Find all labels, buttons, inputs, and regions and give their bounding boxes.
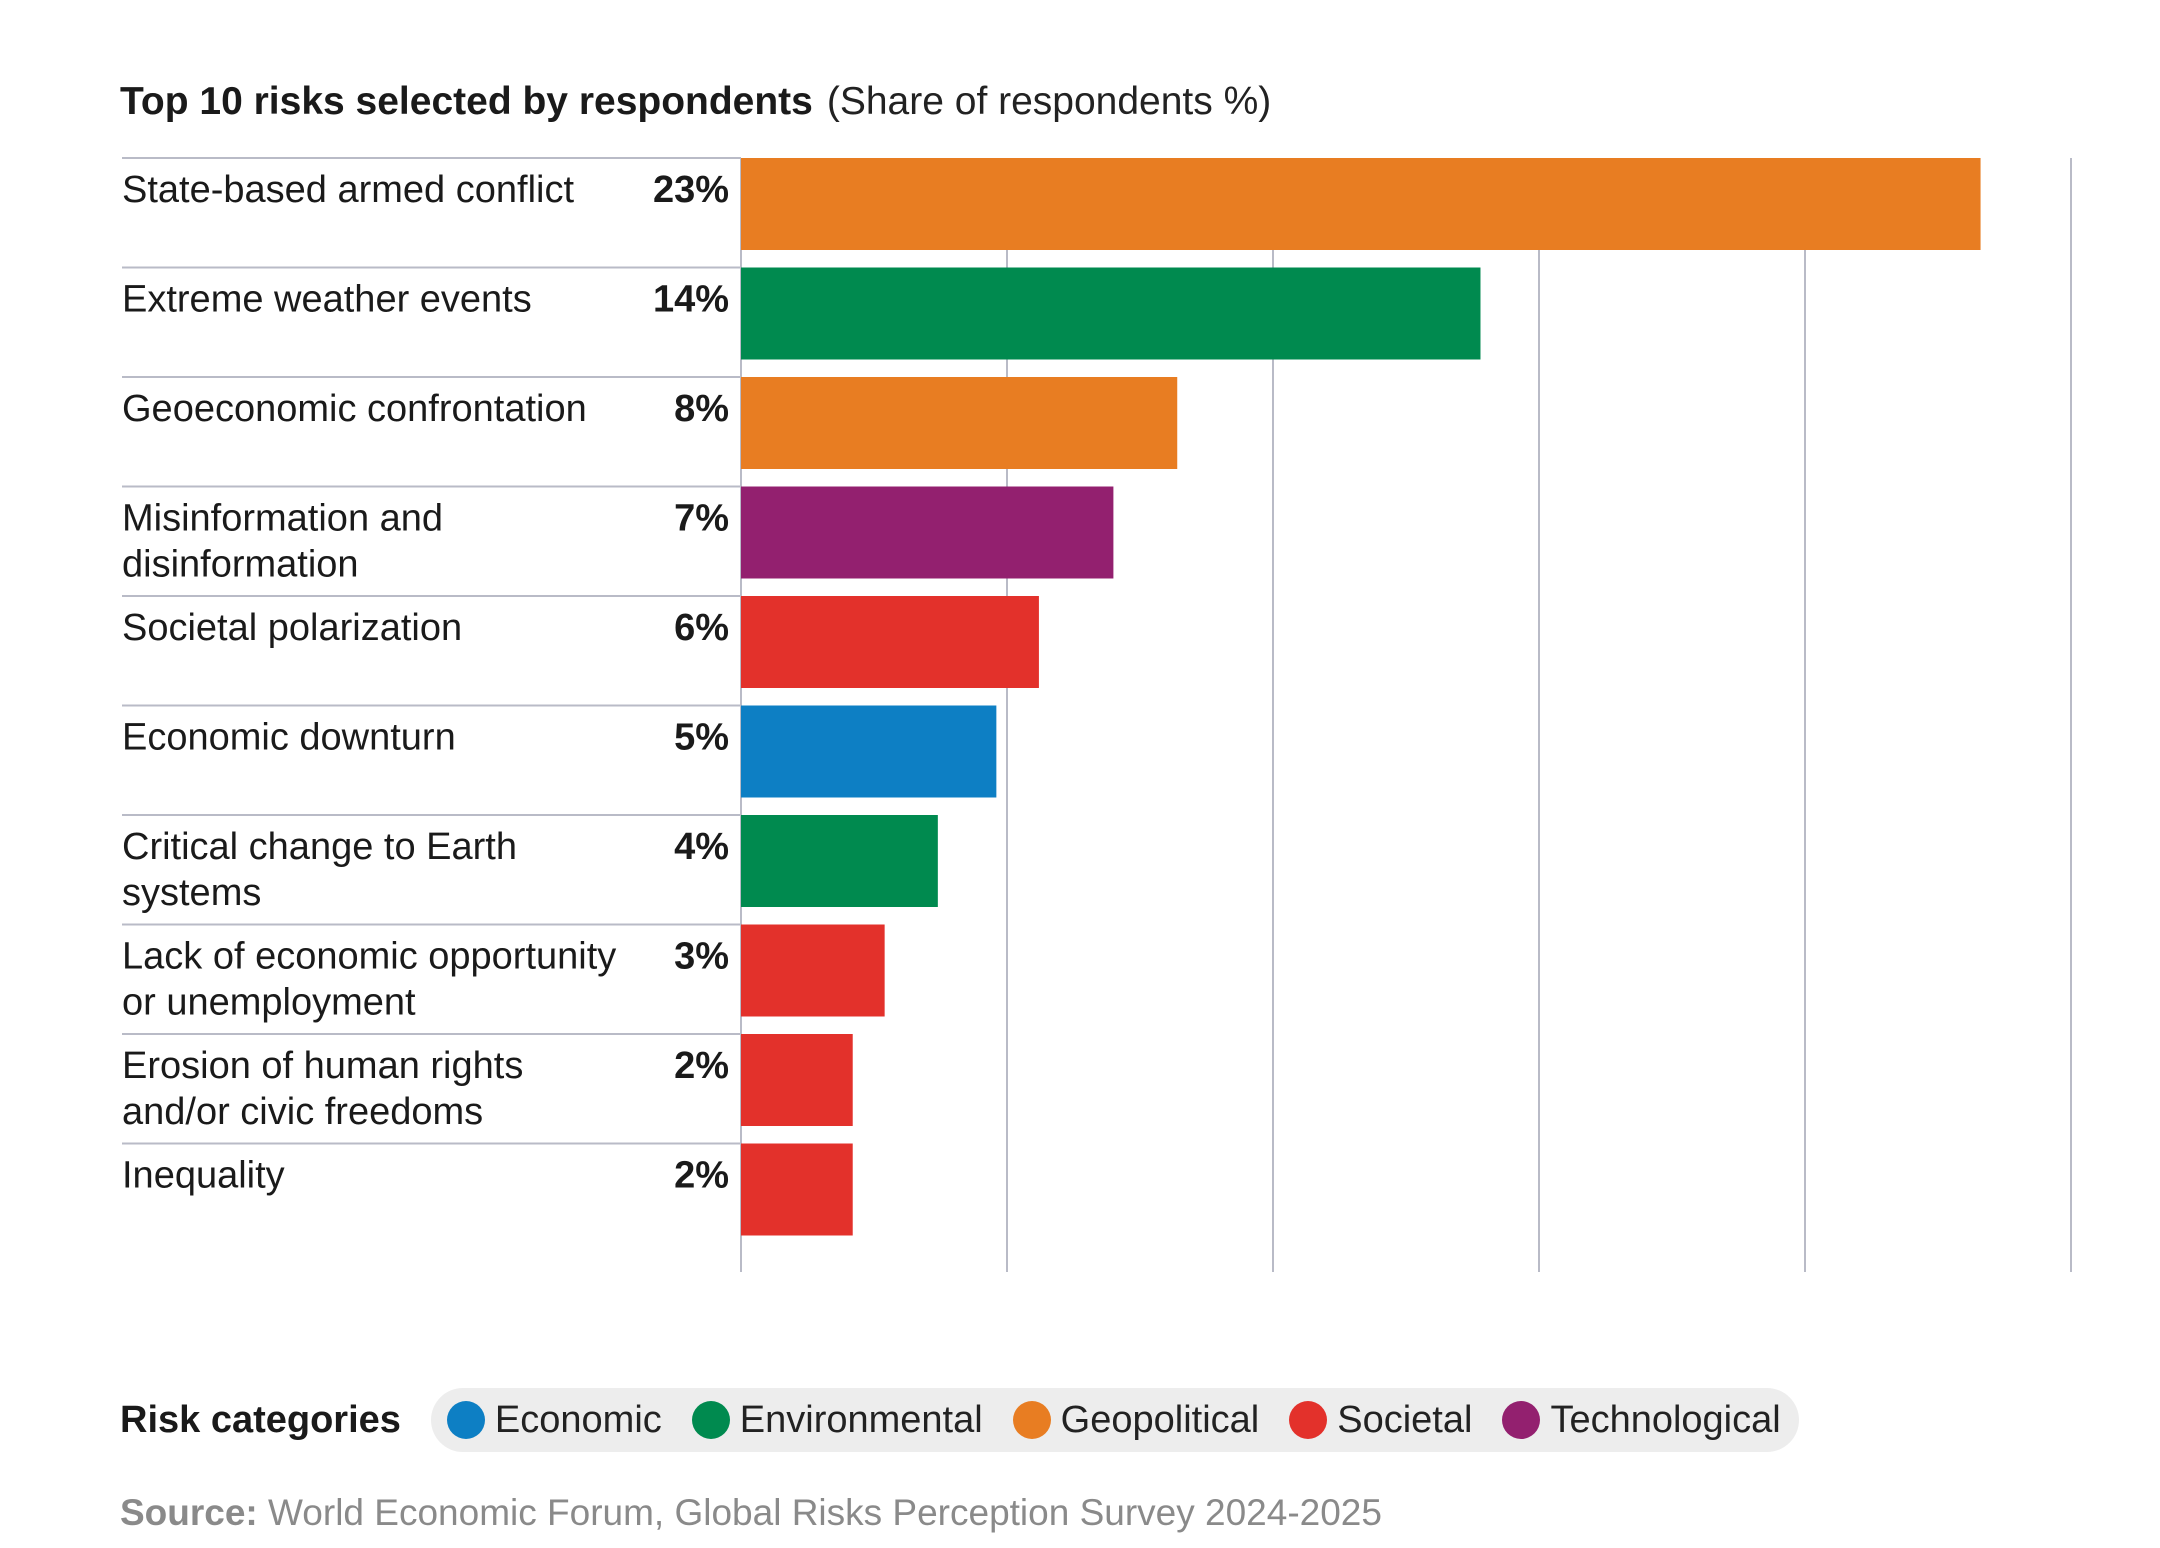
legend-item-environmental: Environmental: [691, 1398, 983, 1442]
category-label: Extreme weather events: [122, 279, 532, 321]
legend-item-technological: Technological: [1502, 1398, 1781, 1442]
legend-label-environmental: Environmental: [739, 1398, 983, 1441]
value-label: 23%: [653, 169, 729, 211]
bar-chart: State-based armed conflict 23% Extreme wea…: [122, 157, 2072, 1272]
legend-label-technological: Technological: [1550, 1398, 1781, 1441]
category-label: Misinformation and: [122, 498, 443, 540]
category-label: Economic downturn: [122, 717, 456, 759]
legend-label-geopolitical: Geopolitical: [1060, 1398, 1260, 1441]
bar: [741, 1143, 853, 1236]
legend-title: Risk categories: [120, 1398, 401, 1441]
category-label: and/or civic freedoms: [122, 1091, 483, 1133]
value-label: 7%: [674, 498, 729, 540]
value-label: 3%: [674, 936, 729, 978]
category-label: Lack of economic opportunity: [122, 936, 616, 978]
category-label: or unemployment: [122, 982, 416, 1024]
legend-dot-geopolitical: [1012, 1401, 1051, 1439]
value-label: 2%: [674, 1155, 729, 1197]
bar: [741, 158, 1981, 250]
chart-title: Top 10 risks selected by respondents: [120, 80, 813, 123]
bar: [741, 596, 1039, 688]
legend-items: Economic Environmental Geopolitical Soci…: [430, 1388, 1799, 1452]
bar: [741, 377, 1178, 469]
value-label: 14%: [653, 279, 729, 321]
category-label: State-based armed conflict: [122, 169, 574, 211]
category-label: Erosion of human rights: [122, 1045, 523, 1087]
category-label: Critical change to Earth: [122, 826, 517, 868]
category-label: Geoeconomic confrontation: [122, 388, 587, 430]
value-label: 4%: [674, 826, 729, 868]
value-label: 5%: [674, 717, 729, 759]
legend: Risk categories Economic Environmental G…: [120, 1388, 1799, 1452]
legend-item-geopolitical: Geopolitical: [1012, 1398, 1260, 1442]
legend-label-societal: Societal: [1337, 1398, 1473, 1441]
source-note: Source: World Economic Forum, Global Ris…: [120, 1492, 1382, 1534]
source-label: Source:: [120, 1492, 258, 1533]
value-label: 2%: [674, 1045, 729, 1087]
legend-dot-societal: [1289, 1401, 1328, 1439]
chart-title-block: Top 10 risks selected by respondents (Sha…: [120, 80, 1271, 124]
chart-subtitle: (Share of respondents %): [826, 80, 1272, 123]
legend-dot-technological: [1502, 1401, 1541, 1439]
legend-item-societal: Societal: [1289, 1399, 1472, 1442]
bar: [741, 267, 1481, 360]
category-label: systems: [122, 872, 261, 914]
legend-dot-economic: [446, 1401, 485, 1439]
value-label: 6%: [674, 607, 729, 649]
legend-label-economic: Economic: [494, 1398, 662, 1441]
category-label: Inequality: [122, 1155, 285, 1197]
category-label: disinformation: [122, 544, 359, 586]
bar: [741, 1034, 853, 1126]
bar: [741, 924, 885, 1017]
legend-item-economic: Economic: [446, 1398, 662, 1442]
bar: [741, 486, 1114, 579]
value-label: 8%: [674, 388, 729, 430]
legend-dot-environmental: [691, 1401, 730, 1439]
bar: [741, 705, 997, 798]
category-label: Societal polarization: [122, 607, 462, 649]
bar: [741, 815, 938, 907]
source-text: World Economic Forum, Global Risks Perce…: [268, 1492, 1382, 1533]
